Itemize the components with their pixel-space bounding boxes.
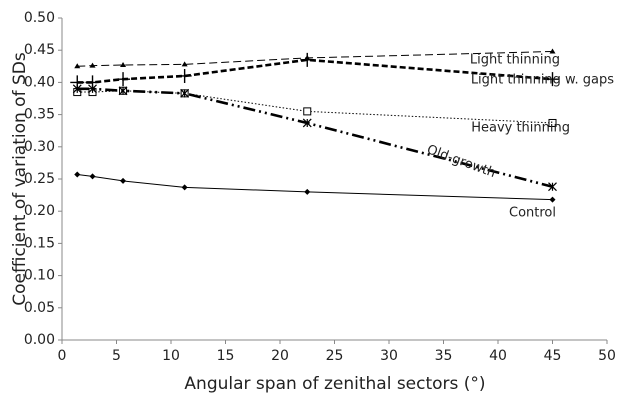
x-tick-label: 40 [489,348,507,364]
marker [118,86,128,96]
x-tick-label: 0 [58,348,67,364]
marker [74,171,81,178]
x-tick-label: 15 [217,348,235,364]
marker [116,72,131,87]
y-tick-label: 0.35 [24,107,55,123]
series-line [77,90,553,124]
x-tick-label: 25 [326,348,344,364]
marker [181,184,188,191]
y-tick-label: 0.20 [24,203,55,219]
x-axis-label: Angular span of zenithal sectors (°) [184,374,485,394]
y-tick-label: 0.30 [24,139,55,155]
series-label: Control [509,206,556,221]
series-label: Heavy thinning [471,121,570,136]
x-tick-label: 35 [435,348,453,364]
marker [177,68,192,83]
x-tick-label: 50 [598,348,616,364]
marker [89,62,96,68]
series-line [77,87,553,188]
y-tick-label: 0.10 [24,268,55,284]
y-tick-label: 0.50 [24,10,55,26]
y-tick-label: 0.25 [24,171,55,187]
x-tick-label: 10 [162,348,180,364]
marker [300,52,315,67]
x-tick-label: 20 [271,348,289,364]
x-tick-label: 45 [544,348,562,364]
marker [303,107,312,116]
marker [549,48,556,54]
series-line [77,173,553,201]
marker [548,182,557,192]
series-label: Light thinning [470,53,560,68]
x-tick-label: 5 [112,348,121,364]
y-axis-label: Coefficient of variation of SDs [10,52,30,306]
marker [72,84,82,94]
marker [88,84,97,94]
marker [302,118,312,128]
y-tick-label: 0.40 [24,74,55,90]
marker [180,88,190,98]
marker [120,177,127,184]
y-tick-label: 0.15 [24,235,55,251]
marker [548,118,557,127]
y-tick-label: 0.05 [24,300,55,316]
marker [545,72,560,87]
marker [120,62,127,68]
y-tick-label: 0.45 [24,42,55,58]
series-line [77,50,553,67]
x-tick-label: 30 [380,348,398,364]
series-label: Light thinning w. gaps [471,73,614,88]
marker [549,196,556,203]
y-tick-label: 0.00 [24,332,55,348]
marker [181,61,188,67]
marker [89,173,96,180]
marker [74,63,81,69]
series-label: Old-growth [425,142,498,181]
marker [304,188,311,195]
